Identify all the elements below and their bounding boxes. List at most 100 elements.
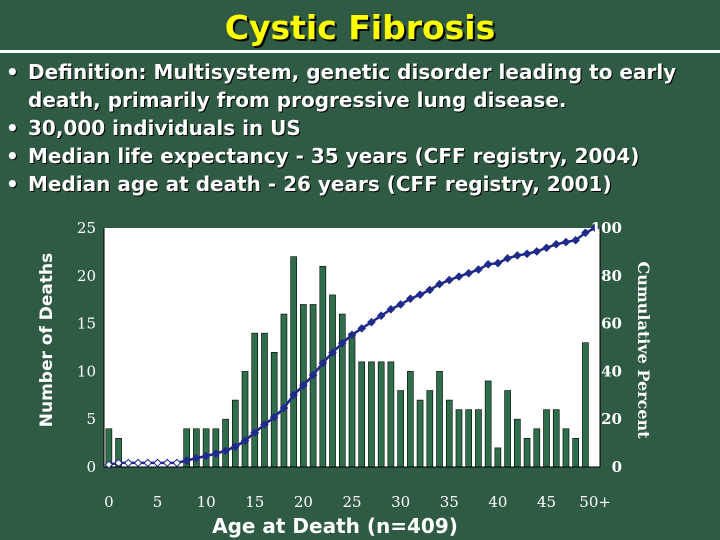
y-right-tick-label: 20 xyxy=(601,410,622,428)
x-tick-label: 50+ xyxy=(579,493,611,511)
bar xyxy=(338,313,346,468)
title-divider xyxy=(0,50,720,53)
y-right-tick-label: 40 xyxy=(601,362,622,380)
bar xyxy=(514,418,521,468)
bar xyxy=(251,332,259,468)
bar xyxy=(475,409,482,468)
cumulative-point xyxy=(337,338,347,348)
bar xyxy=(426,390,434,468)
bar xyxy=(407,371,414,468)
bar xyxy=(504,390,511,468)
cumulative-point xyxy=(503,254,512,263)
cumulative-point xyxy=(376,311,386,321)
cumulative-point xyxy=(250,428,260,437)
bar xyxy=(523,438,531,468)
bar xyxy=(562,428,570,468)
bullet-life-expectancy: Median life expectancy - 35 years (CFF r… xyxy=(6,142,716,170)
cumulative-point xyxy=(289,390,298,400)
x-tick-label: 35 xyxy=(440,493,459,511)
cumulative-point xyxy=(211,449,221,458)
cumulative-point xyxy=(357,324,367,333)
cumulative-point xyxy=(444,275,454,285)
y-left-tick-label: 5 xyxy=(86,410,96,428)
x-tick-label: 25 xyxy=(342,493,361,511)
cumulative-point xyxy=(522,249,532,259)
cumulative-point xyxy=(318,358,328,368)
cumulative-point xyxy=(143,458,153,468)
cumulative-point xyxy=(192,453,201,463)
bar xyxy=(397,390,404,468)
bar xyxy=(484,380,492,468)
bar xyxy=(582,342,589,468)
y-left-tick-label: 25 xyxy=(77,219,96,237)
cumulative-point xyxy=(260,420,269,429)
cumulative-point xyxy=(221,446,230,456)
cumulative-point xyxy=(415,290,425,299)
cumulative-point xyxy=(201,451,211,461)
y-left-axis-title: Number of Deaths xyxy=(37,253,57,428)
bar xyxy=(494,447,502,468)
cumulative-point xyxy=(328,348,337,357)
cumulative-point xyxy=(299,380,308,390)
cumulative-point xyxy=(269,412,279,422)
bar xyxy=(241,371,249,468)
bar xyxy=(533,428,541,468)
cumulative-point xyxy=(386,304,396,314)
bar xyxy=(368,361,375,468)
cumulative-point xyxy=(464,268,474,278)
bar xyxy=(348,332,356,468)
cumulative-point xyxy=(474,265,483,274)
cumulative-point xyxy=(483,260,493,269)
cumulative-point xyxy=(551,239,561,249)
bar xyxy=(222,418,229,468)
x-tick-label: 30 xyxy=(391,493,410,511)
bar xyxy=(270,351,278,468)
cumulative-point xyxy=(172,458,182,468)
y-left-tick-label: 20 xyxy=(77,267,96,285)
cumulative-point xyxy=(581,228,590,238)
cumulative-point xyxy=(104,460,114,469)
y-right-axis-title: Cumulative Percent xyxy=(634,261,653,439)
y-right-tick-label: 60 xyxy=(601,315,622,333)
x-tick-label: 10 xyxy=(197,493,216,511)
x-axis-title: Age at Death (n=409) xyxy=(212,514,458,538)
bar xyxy=(280,313,288,468)
bar xyxy=(261,332,268,468)
cumulative-point xyxy=(561,237,571,247)
x-tick-label: 45 xyxy=(537,493,556,511)
cumulative-point xyxy=(124,458,133,468)
slide-title: Cystic Fibrosis xyxy=(224,8,496,47)
cumulative-point xyxy=(133,458,143,468)
bar xyxy=(290,256,297,468)
y-left-tick-label: 0 xyxy=(86,458,96,476)
bar xyxy=(572,438,580,468)
bar xyxy=(416,399,424,468)
cumulative-point xyxy=(182,456,191,465)
cumulative-point xyxy=(162,458,172,468)
x-tick-label: 40 xyxy=(488,493,507,511)
bar xyxy=(436,371,443,468)
bar xyxy=(445,399,453,468)
bar xyxy=(543,409,550,468)
cumulative-point xyxy=(454,272,464,281)
cumulative-point xyxy=(114,458,123,468)
bullet-list: Definition: Multisystem, genetic disorde… xyxy=(6,58,716,198)
bar xyxy=(552,409,560,468)
y-left-tick-label: 10 xyxy=(77,362,96,380)
bar xyxy=(358,361,366,468)
y-right-tick-label: 80 xyxy=(601,267,622,285)
bar xyxy=(455,409,463,468)
cumulative-point xyxy=(590,223,600,233)
bar xyxy=(329,294,336,468)
bar xyxy=(212,428,220,468)
cumulative-point xyxy=(347,330,357,340)
bar xyxy=(202,428,210,468)
cumulative-point xyxy=(367,317,376,327)
cumulative-point xyxy=(279,403,289,413)
cumulative-point xyxy=(435,279,444,289)
x-tick-label: 15 xyxy=(245,493,264,511)
cumulative-point xyxy=(513,251,522,260)
cumulative-point xyxy=(308,370,318,380)
x-tick-label: 20 xyxy=(294,493,313,511)
cumulative-point xyxy=(532,247,542,256)
